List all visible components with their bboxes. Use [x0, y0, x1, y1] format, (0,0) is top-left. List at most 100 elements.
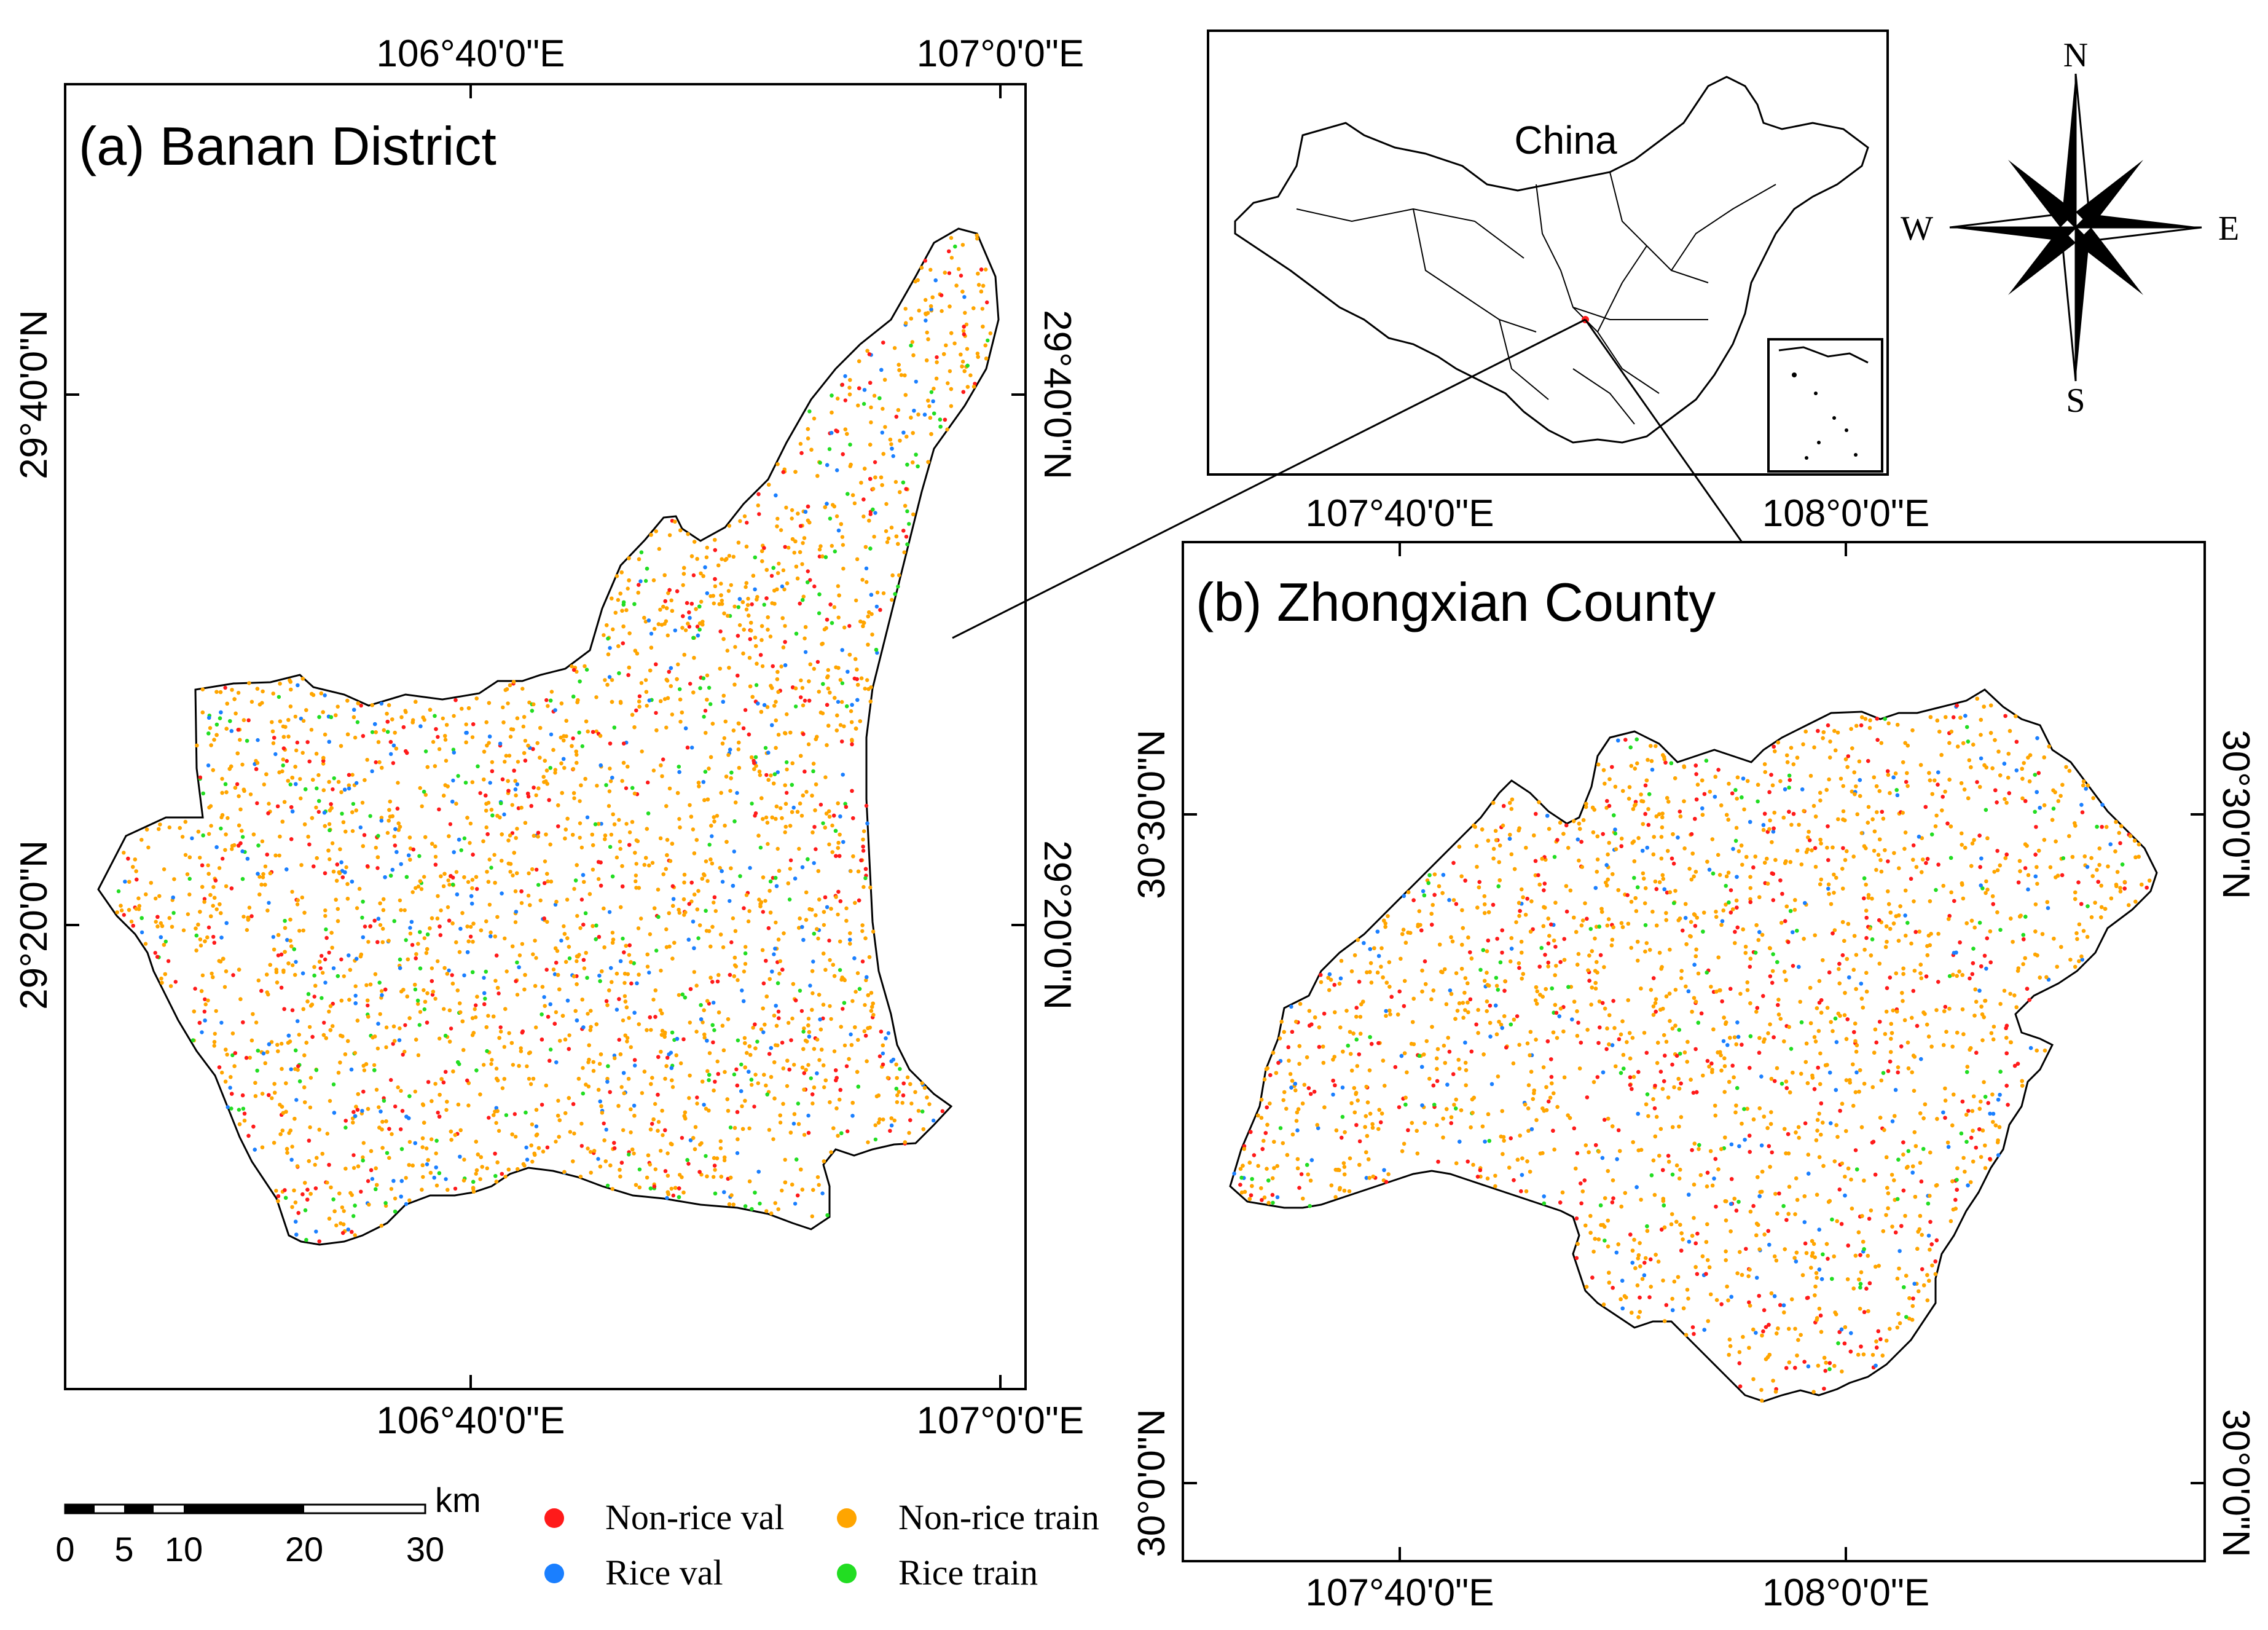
sample-point — [783, 783, 787, 787]
sample-point — [294, 782, 298, 786]
sample-point — [374, 1087, 379, 1092]
sample-point — [767, 482, 771, 487]
sample-point — [416, 884, 421, 889]
sample-point — [727, 666, 731, 670]
sample-point — [854, 726, 858, 731]
sample-point — [807, 679, 811, 683]
sample-point — [617, 671, 621, 675]
sample-point — [423, 749, 428, 754]
sample-point — [803, 650, 808, 655]
sample-point — [838, 678, 843, 682]
sample-point — [850, 1114, 855, 1118]
sample-point — [347, 953, 351, 958]
sample-point — [493, 1151, 497, 1156]
sample-point — [682, 880, 686, 885]
sample-point — [220, 776, 224, 781]
sample-point — [434, 1138, 439, 1143]
sample-point — [370, 730, 375, 734]
sample-point — [605, 1183, 610, 1188]
sample-point — [612, 1141, 616, 1145]
sample-point — [814, 782, 818, 787]
sample-point — [523, 758, 528, 763]
sample-point — [878, 608, 882, 612]
sample-point — [712, 900, 716, 905]
sample-point — [575, 959, 579, 964]
sample-point — [973, 382, 977, 386]
sample-point — [840, 699, 844, 704]
sample-point — [198, 856, 202, 860]
sample-point — [705, 545, 710, 550]
sample-point — [418, 724, 423, 728]
sample-point — [589, 1009, 593, 1013]
sample-point — [275, 980, 280, 985]
sample-point — [904, 435, 909, 439]
sample-point — [911, 431, 915, 435]
sample-point — [645, 1028, 649, 1033]
sample-point — [163, 939, 168, 944]
sample-point — [851, 816, 855, 821]
sample-point — [621, 1018, 626, 1023]
sample-point — [303, 1100, 307, 1104]
sample-point — [873, 475, 877, 479]
sample-point — [288, 1128, 292, 1133]
sample-point — [384, 1025, 389, 1030]
sample-point — [611, 627, 615, 632]
sample-point — [296, 898, 300, 902]
sample-point — [351, 1120, 355, 1125]
sample-point — [800, 1187, 805, 1192]
sample-point — [922, 1085, 927, 1090]
sample-point — [133, 857, 137, 862]
sample-point — [579, 897, 584, 902]
sample-point — [379, 819, 383, 823]
sample-point — [255, 687, 260, 691]
sample-point — [353, 1114, 358, 1119]
sample-point — [832, 1049, 837, 1053]
sample-point — [575, 700, 579, 704]
sample-point — [881, 1117, 885, 1122]
sample-point — [201, 833, 205, 838]
sample-point — [490, 1058, 494, 1062]
sample-point — [224, 790, 229, 795]
sample-point — [627, 953, 632, 957]
sample-point — [691, 919, 696, 924]
sample-point — [519, 1046, 523, 1050]
sample-point — [729, 770, 734, 775]
sample-point — [830, 621, 834, 625]
sample-point — [657, 546, 662, 551]
sample-point — [632, 602, 637, 606]
sample-point — [732, 682, 737, 687]
sample-point — [812, 584, 817, 589]
sample-point — [157, 894, 162, 899]
sample-point — [299, 717, 304, 721]
sample-point — [896, 408, 901, 412]
sample-point — [619, 701, 623, 705]
sample-point — [224, 1047, 228, 1052]
sample-point — [753, 587, 757, 592]
sample-point — [817, 592, 822, 597]
sample-point — [305, 1187, 310, 1192]
sample-point — [275, 804, 280, 809]
sample-point — [223, 685, 227, 690]
sample-point — [849, 709, 853, 714]
sample-point — [602, 1121, 606, 1126]
sample-point — [496, 991, 501, 996]
sample-point — [536, 834, 540, 839]
sample-point — [926, 398, 930, 403]
sample-point — [588, 1028, 592, 1033]
sample-point — [694, 607, 698, 612]
sample-point — [736, 978, 740, 982]
sample-point — [587, 1043, 591, 1047]
sample-point — [617, 1037, 621, 1042]
sample-point — [785, 1084, 790, 1089]
sample-point — [757, 770, 762, 774]
sample-point — [420, 1145, 425, 1149]
sample-point — [689, 602, 694, 606]
sample-point — [245, 857, 250, 861]
sample-point — [211, 904, 215, 908]
sample-point — [236, 691, 241, 695]
sample-point — [841, 773, 845, 777]
sample-point — [784, 505, 788, 510]
sample-point — [268, 963, 272, 967]
sample-point — [825, 905, 830, 910]
sample-point — [484, 969, 488, 974]
